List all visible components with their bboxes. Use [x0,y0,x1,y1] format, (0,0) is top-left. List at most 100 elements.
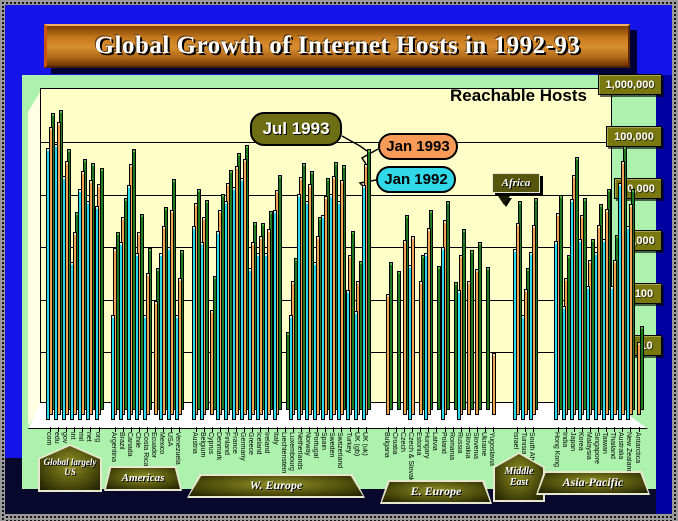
bar-yugoslavia-jan93 [492,353,496,415]
x-tick [293,427,294,432]
region-banner-global-us: Global largely US [38,444,102,492]
x-label-australia: Australia [617,432,624,460]
x-label-slovakia: Slovakia [464,432,471,459]
x-label-czech: Czech [399,432,406,452]
x-label-mexico: Mexico [158,432,165,455]
x-tick [82,427,83,432]
x-label-czech-slovak: Czech & Slovak [407,432,414,482]
x-label-uk-gb-: UK (gb) [353,432,360,457]
x-label-spain: Spain [320,432,327,450]
checker-border-right [672,0,678,521]
title-banner: Global Growth of Internet Hosts in 1992-… [44,24,630,68]
x-tick [212,427,213,432]
x-tick [517,427,518,432]
bar-bulgaria-jan93 [386,294,390,415]
bar-cyprus-jan93 [210,310,214,415]
bar-argentina-jan92 [111,315,115,420]
x-tick [574,427,575,432]
x-label-slovenia: Slovenia [472,432,479,459]
x-tick [404,427,405,432]
x-label-new-zealand: New Zealand [625,432,632,474]
page-title: Global Growth of Internet Hosts in 1992-… [94,32,581,59]
bar-ecuador-jan93 [154,301,158,415]
x-label-org: org [94,432,101,443]
x-tick [598,427,599,432]
checker-border-bottom [0,514,678,521]
x-tick [244,427,245,432]
x-label-japan: Japan [569,432,576,452]
bar-liechtenstein-jul93 [286,332,290,410]
x-label-korea: Korea [577,432,584,451]
bar-slovenia-jan93 [475,269,479,415]
x-label-luxembourg: Luxembourg [288,432,295,471]
x-label-sweden: Sweden [328,432,335,458]
x-label-romania: Romania [448,432,455,461]
x-tick [366,427,367,432]
bar-latvia-jul93 [437,266,441,410]
x-label-costa-rica: Costa Rica [142,432,149,467]
x-tick [90,427,91,432]
legend-bubble-jan-1993: Jan 1993 [378,133,458,160]
bar-croatia-jul93 [397,271,401,410]
x-tick [453,427,454,432]
x-tick [525,427,526,432]
x-tick [412,427,413,432]
bar-austria-jan92 [192,226,196,420]
x-tick [66,427,67,432]
bar-antarctica-jan93 [637,342,641,415]
x-tick [204,427,205,432]
checker-border-left [0,0,5,521]
x-tick [461,427,462,432]
x-label-ecuador: Ecuador [150,432,157,459]
x-tick [285,427,286,432]
bar-slovakia-jan93 [467,281,471,415]
region-banner-asia-pacific: Asia-Pacific [536,471,650,495]
x-tick [220,427,221,432]
bar-czech-jan93 [403,240,407,415]
x-label-ireland: Ireland [263,432,270,454]
x-label-finland: Finland [223,432,230,455]
region-banner-w-europe: W. Europe [187,474,365,498]
x-tick [228,427,229,432]
y-axis-badge-10: 10 [631,335,662,356]
x-tick [268,427,269,432]
y-axis-badge-100: 100 [626,283,662,304]
x-tick [325,427,326,432]
bar-org-jan92 [95,206,99,420]
x-label-liechtenstein: Liechtenstein [280,432,287,474]
x-tick [630,427,631,432]
x-label-ukraine: Ukraine [480,432,487,457]
x-tick [420,427,421,432]
checker-border-top [0,0,678,5]
x-tick [358,427,359,432]
x-label-int: int [69,432,76,440]
x-tick [50,427,51,432]
x-label-uk-uk-: UK (uk) [361,432,368,456]
x-label-hungary: Hungary [423,432,430,459]
x-label-italy: Italy [272,432,279,445]
region-banner-americas: Americas [104,466,182,491]
x-label-antarctica: Antarctica [634,432,641,464]
x-label-hong-kong: Hong Kong [553,432,560,468]
x-label-mil: mil [77,432,84,441]
x-label-venezuela: Venezuela [174,432,181,465]
x-label-south-africa: South Africa [528,432,535,470]
x-label-turkey: Turkey [345,432,352,454]
x-label-com: com [45,432,52,446]
bar-poland-jan92 [441,247,445,420]
x-tick [236,427,237,432]
x-tick [639,427,640,432]
x-tick [614,427,615,432]
x-tick [309,427,310,432]
region-banner-e-europe: E. Europe [380,480,492,504]
legend-bubble-jul-1993: Jul 1993 [250,112,342,146]
x-label-argentina: Argentina [110,432,117,462]
x-tick [396,427,397,432]
x-label-bulgaria: Bulgaria [383,432,390,458]
x-tick [582,427,583,432]
x-tick [590,427,591,432]
x-label-france: France [231,432,238,454]
x-tick [99,427,100,432]
x-label-gov: gov [61,432,68,444]
x-tick [350,427,351,432]
